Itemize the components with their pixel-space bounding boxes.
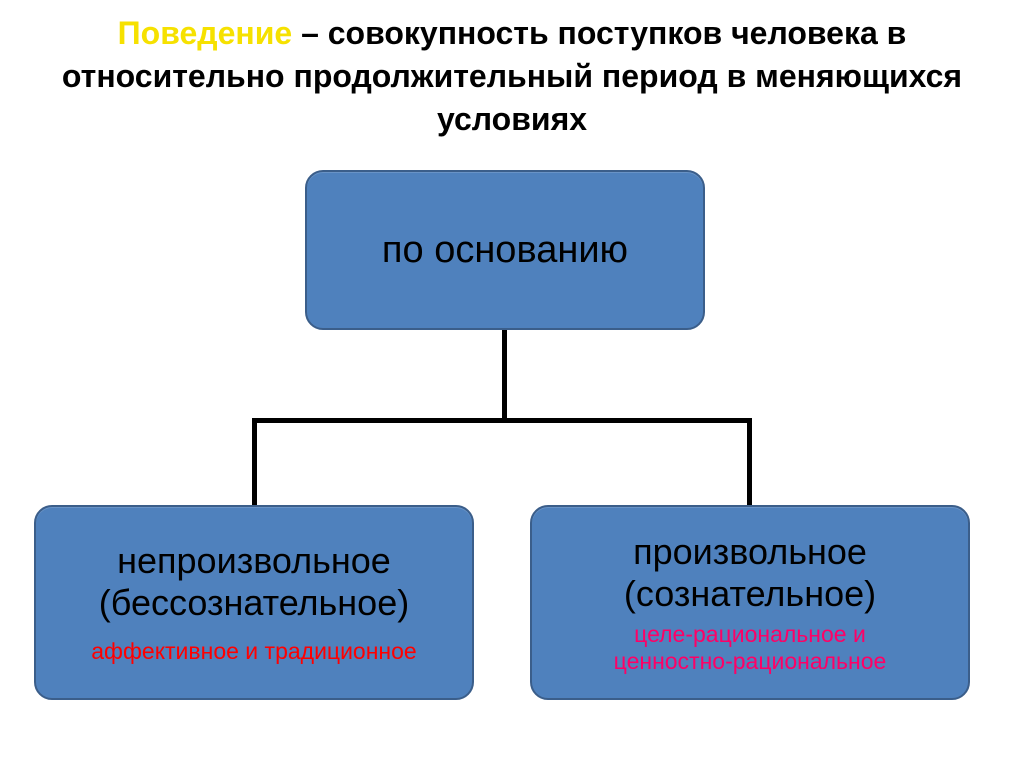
node-root: по основанию <box>305 170 705 330</box>
node-left: непроизвольное (бессознательное) аффекти… <box>34 505 474 700</box>
node-right-line2: (сознательное) <box>624 573 876 615</box>
slide-title: Поведение – совокупность поступков челов… <box>0 0 1024 142</box>
node-root-text: по основанию <box>382 229 628 272</box>
connector-vertical-root <box>502 330 507 418</box>
node-right-sub1: целе-рациональное и <box>634 621 866 648</box>
node-left-line1: непроизвольное <box>117 540 391 582</box>
title-highlight: Поведение <box>118 15 293 51</box>
node-left-sub: аффективное и традиционное <box>91 638 416 665</box>
node-right: произвольное (сознательное) целе-рациона… <box>530 505 970 700</box>
diagram-stage: по основанию непроизвольное (бессознател… <box>0 170 1024 730</box>
node-left-line2: (бессознательное) <box>99 582 409 624</box>
connector-horizontal <box>252 418 752 423</box>
node-right-line1: произвольное <box>633 531 867 573</box>
node-right-sub2: ценностно-рациональное <box>614 648 887 675</box>
connector-vertical-right <box>747 418 752 507</box>
connector-vertical-left <box>252 418 257 507</box>
